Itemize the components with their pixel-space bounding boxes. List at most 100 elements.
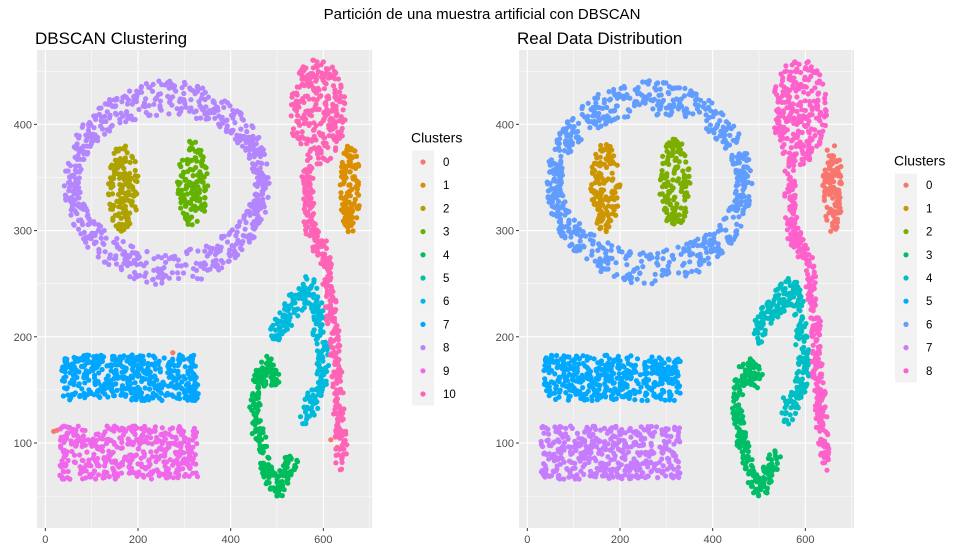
- data-point: [175, 362, 182, 368]
- data-point: [276, 485, 282, 491]
- data-point: [124, 101, 131, 107]
- data-point: [151, 373, 158, 379]
- data-point: [638, 384, 644, 390]
- data-point: [795, 284, 801, 290]
- data-point: [774, 303, 780, 309]
- data-point: [596, 170, 602, 176]
- data-point: [154, 434, 160, 441]
- data-point: [273, 367, 279, 373]
- data-point: [118, 264, 124, 270]
- data-point: [314, 147, 320, 153]
- data-point: [293, 108, 300, 114]
- data-point: [325, 362, 332, 369]
- data-point: [153, 360, 159, 366]
- data-point: [152, 96, 158, 102]
- data-point: [304, 193, 310, 199]
- data-point: [740, 455, 746, 461]
- data-point: [190, 88, 196, 94]
- data-point: [111, 458, 117, 464]
- data-point: [661, 360, 668, 366]
- y-tick-label: 400: [14, 119, 32, 131]
- data-point: [659, 267, 666, 273]
- data-point: [117, 120, 123, 126]
- data-point: [83, 368, 89, 374]
- data-point: [319, 322, 325, 328]
- data-point: [568, 234, 574, 240]
- data-point: [143, 81, 149, 87]
- data-point: [594, 390, 600, 396]
- data-point: [111, 468, 117, 474]
- data-point: [668, 378, 675, 384]
- data-point: [663, 368, 669, 374]
- data-point: [781, 291, 787, 297]
- data-point: [72, 208, 78, 215]
- data-point: [138, 261, 144, 267]
- data-point: [176, 467, 182, 473]
- data-point: [127, 170, 133, 177]
- data-point: [202, 164, 208, 170]
- data-point: [603, 194, 609, 200]
- data-point: [332, 361, 338, 367]
- data-point: [738, 429, 744, 435]
- data-point: [315, 63, 321, 69]
- data-point: [146, 458, 152, 464]
- data-point: [680, 151, 687, 157]
- data-point: [88, 141, 94, 147]
- data-point: [181, 97, 187, 103]
- data-point: [170, 94, 176, 100]
- data-point: [191, 109, 197, 115]
- data-point: [669, 187, 675, 193]
- data-point: [348, 222, 354, 228]
- series-7: [59, 352, 201, 403]
- data-point: [673, 155, 679, 161]
- data-point: [92, 116, 99, 122]
- data-point: [351, 200, 357, 206]
- data-point: [269, 371, 275, 377]
- data-point: [672, 216, 678, 222]
- data-point: [313, 78, 319, 84]
- data-point: [598, 123, 604, 129]
- data-point: [61, 476, 67, 482]
- data-point: [756, 376, 763, 382]
- data-point: [663, 111, 669, 117]
- data-point: [683, 159, 689, 165]
- data-point: [658, 396, 664, 402]
- data-point: [319, 70, 325, 76]
- data-point: [304, 300, 310, 306]
- data-point: [119, 445, 125, 451]
- data-point: [318, 260, 324, 267]
- data-point: [733, 403, 739, 409]
- data-point: [237, 219, 243, 225]
- data-point: [170, 475, 177, 481]
- data-point: [63, 168, 69, 174]
- data-point: [598, 224, 604, 230]
- data-point: [545, 181, 551, 187]
- data-point: [102, 249, 108, 255]
- data-point: [332, 87, 338, 93]
- data-point: [93, 476, 99, 482]
- data-point: [356, 192, 362, 198]
- data-point: [650, 106, 656, 112]
- data-point: [678, 219, 685, 225]
- data-point: [320, 354, 326, 361]
- data-point: [666, 357, 672, 363]
- data-point: [281, 487, 287, 493]
- data-point: [726, 234, 733, 240]
- data-point: [295, 118, 301, 124]
- data-point: [587, 125, 593, 131]
- data-point: [565, 397, 572, 403]
- data-point: [153, 454, 159, 460]
- data-point: [239, 143, 246, 149]
- data-point: [183, 203, 189, 209]
- data-point: [766, 471, 773, 477]
- data-point: [291, 466, 298, 473]
- data-point: [113, 261, 120, 267]
- data-point: [114, 444, 120, 450]
- data-point: [129, 153, 135, 159]
- data-point: [733, 188, 739, 194]
- data-point: [314, 228, 320, 234]
- data-point: [152, 428, 158, 434]
- data-point: [696, 109, 703, 115]
- data-point: [829, 161, 836, 167]
